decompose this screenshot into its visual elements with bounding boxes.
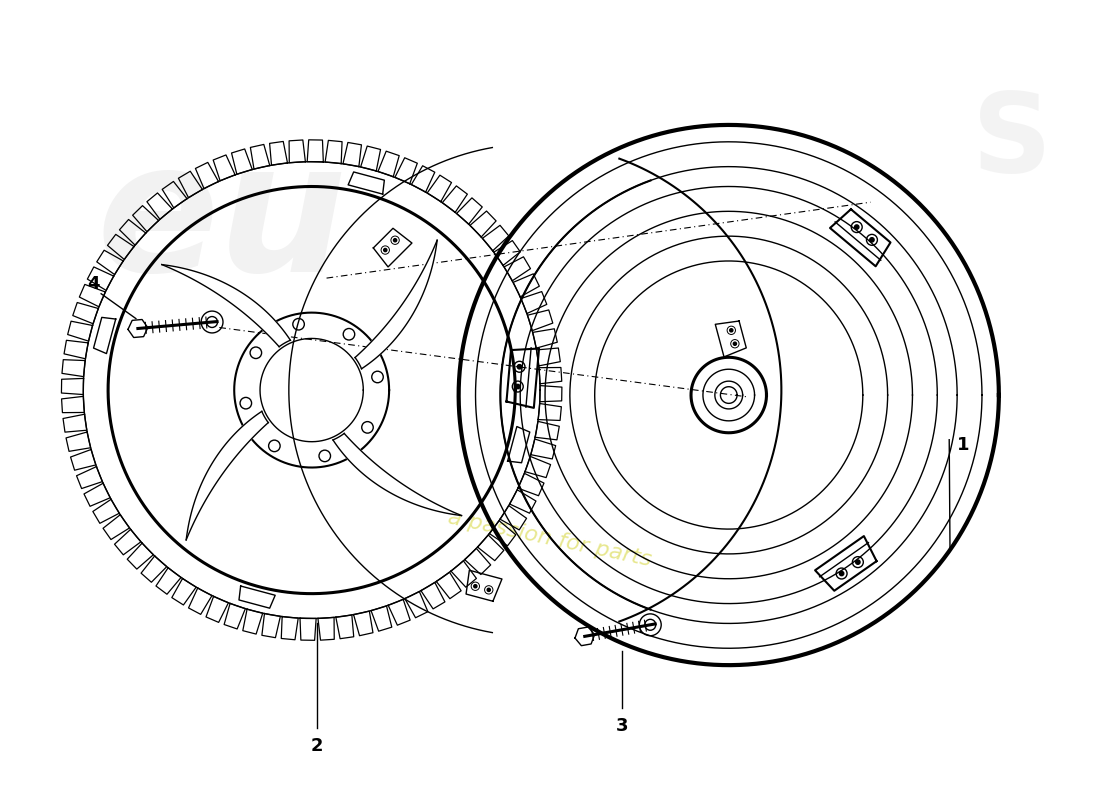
- Text: 3: 3: [616, 717, 629, 734]
- Polygon shape: [355, 240, 437, 369]
- Circle shape: [394, 238, 397, 242]
- Text: a passion for parts: a passion for parts: [447, 508, 653, 570]
- Circle shape: [855, 225, 859, 230]
- Circle shape: [487, 588, 491, 591]
- Text: 4: 4: [87, 275, 99, 293]
- Circle shape: [516, 384, 520, 389]
- Circle shape: [856, 560, 860, 564]
- Polygon shape: [162, 265, 290, 346]
- Polygon shape: [186, 411, 268, 540]
- Circle shape: [474, 585, 477, 588]
- Circle shape: [729, 329, 733, 332]
- Text: S: S: [971, 88, 1052, 195]
- Circle shape: [734, 342, 737, 346]
- Polygon shape: [333, 434, 462, 515]
- Circle shape: [870, 238, 874, 242]
- Circle shape: [839, 571, 844, 576]
- Circle shape: [517, 365, 521, 369]
- Text: eu: eu: [97, 134, 348, 310]
- Text: 1: 1: [957, 436, 970, 454]
- Text: 2: 2: [310, 737, 323, 754]
- Circle shape: [384, 249, 387, 252]
